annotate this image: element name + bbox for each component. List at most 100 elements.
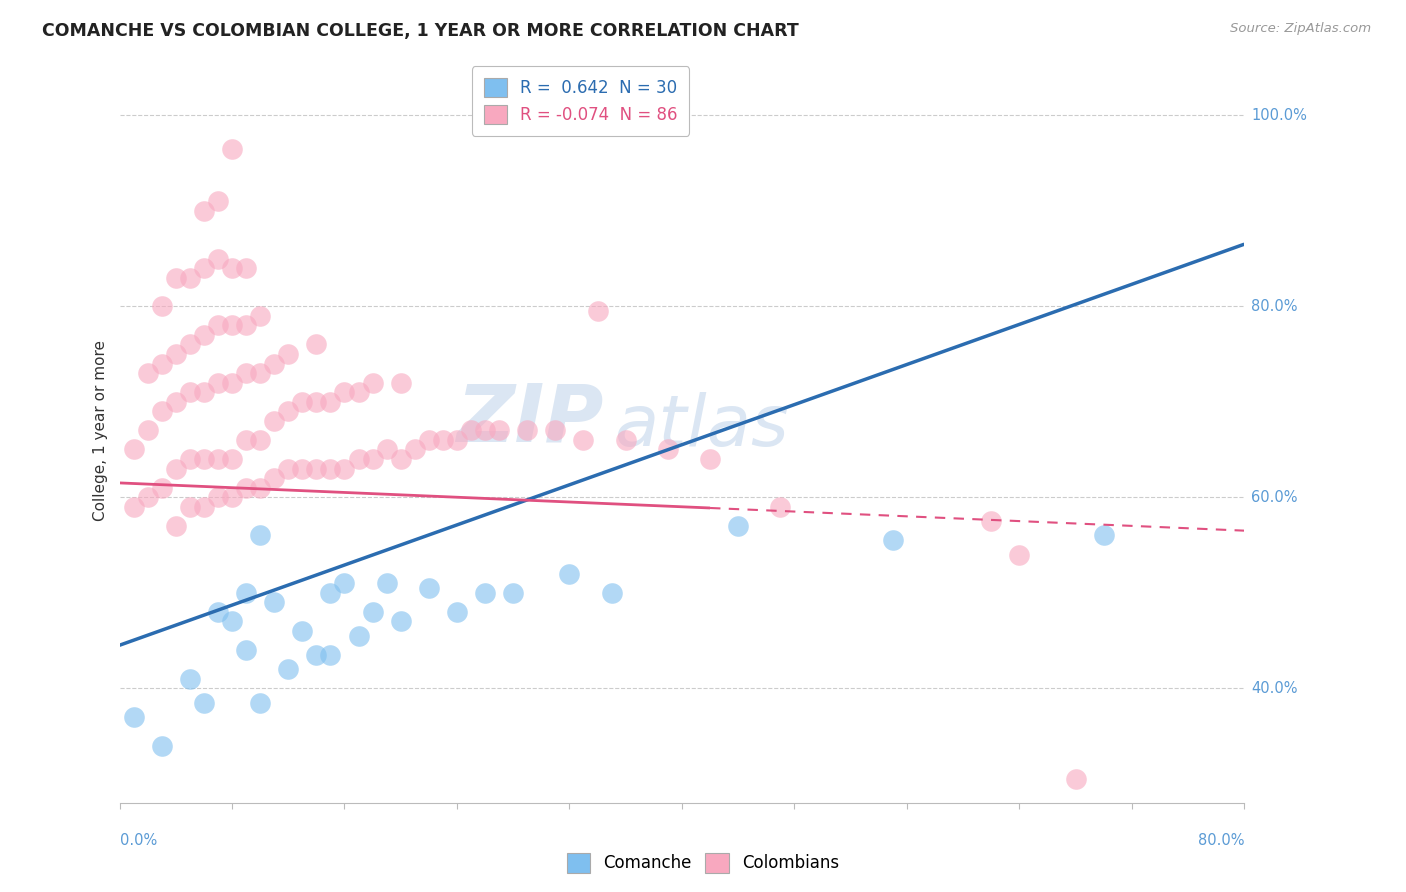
Y-axis label: College, 1 year or more: College, 1 year or more xyxy=(93,340,108,521)
Point xyxy=(319,648,342,662)
Point xyxy=(404,442,426,457)
Point xyxy=(361,376,384,390)
Point xyxy=(418,433,440,447)
Point xyxy=(193,203,215,218)
Point xyxy=(249,366,271,380)
Point xyxy=(193,385,215,400)
Point xyxy=(389,376,412,390)
Point xyxy=(165,461,187,475)
Point xyxy=(488,424,510,438)
Point xyxy=(460,424,482,438)
Point xyxy=(446,433,468,447)
Point xyxy=(165,519,187,533)
Point xyxy=(221,615,243,629)
Point xyxy=(150,357,173,371)
Point xyxy=(572,433,595,447)
Point xyxy=(1008,548,1031,562)
Point xyxy=(319,394,342,409)
Point xyxy=(347,385,370,400)
Point xyxy=(235,366,257,380)
Point xyxy=(179,337,201,351)
Text: 0.0%: 0.0% xyxy=(120,833,156,848)
Point xyxy=(333,385,356,400)
Point xyxy=(263,471,285,485)
Point xyxy=(221,452,243,467)
Point xyxy=(305,648,328,662)
Point xyxy=(207,376,229,390)
Legend: Comanche, Colombians: Comanche, Colombians xyxy=(560,847,846,880)
Point xyxy=(980,514,1002,528)
Point xyxy=(193,327,215,342)
Point xyxy=(347,629,370,643)
Point xyxy=(418,581,440,595)
Point xyxy=(249,481,271,495)
Point xyxy=(221,490,243,504)
Point xyxy=(207,490,229,504)
Point xyxy=(544,424,567,438)
Point xyxy=(1064,772,1087,786)
Point xyxy=(150,481,173,495)
Point xyxy=(165,270,187,285)
Point xyxy=(432,433,454,447)
Point xyxy=(122,500,145,514)
Point xyxy=(586,304,609,318)
Point xyxy=(136,366,159,380)
Point xyxy=(305,461,328,475)
Text: 40.0%: 40.0% xyxy=(1251,681,1298,696)
Point xyxy=(263,357,285,371)
Point xyxy=(769,500,792,514)
Point xyxy=(179,672,201,686)
Point xyxy=(516,424,538,438)
Point xyxy=(1092,528,1115,542)
Point xyxy=(361,452,384,467)
Point xyxy=(319,461,342,475)
Point xyxy=(474,585,496,599)
Point xyxy=(333,576,356,591)
Point xyxy=(235,261,257,276)
Point xyxy=(882,533,904,548)
Point xyxy=(235,318,257,333)
Point xyxy=(235,433,257,447)
Text: ZIP: ZIP xyxy=(456,380,603,458)
Point xyxy=(221,318,243,333)
Point xyxy=(263,414,285,428)
Point xyxy=(375,576,398,591)
Point xyxy=(249,433,271,447)
Point xyxy=(333,461,356,475)
Point xyxy=(249,528,271,542)
Point xyxy=(221,376,243,390)
Point xyxy=(558,566,581,581)
Point xyxy=(249,309,271,323)
Point xyxy=(277,461,299,475)
Point xyxy=(657,442,679,457)
Point xyxy=(699,452,721,467)
Point xyxy=(207,452,229,467)
Point xyxy=(291,461,314,475)
Point xyxy=(249,696,271,710)
Text: atlas: atlas xyxy=(614,392,789,461)
Point xyxy=(136,490,159,504)
Point xyxy=(727,519,749,533)
Point xyxy=(179,385,201,400)
Point xyxy=(207,318,229,333)
Point xyxy=(221,142,243,156)
Point xyxy=(277,347,299,361)
Point xyxy=(179,452,201,467)
Point xyxy=(193,500,215,514)
Point xyxy=(319,585,342,599)
Point xyxy=(347,452,370,467)
Point xyxy=(375,442,398,457)
Point xyxy=(277,662,299,676)
Point xyxy=(235,585,257,599)
Point xyxy=(277,404,299,418)
Point xyxy=(502,585,524,599)
Point xyxy=(165,394,187,409)
Point xyxy=(193,261,215,276)
Point xyxy=(291,624,314,638)
Point xyxy=(291,394,314,409)
Point xyxy=(150,299,173,313)
Point xyxy=(207,605,229,619)
Point xyxy=(600,585,623,599)
Text: Source: ZipAtlas.com: Source: ZipAtlas.com xyxy=(1230,22,1371,36)
Text: 100.0%: 100.0% xyxy=(1251,108,1308,123)
